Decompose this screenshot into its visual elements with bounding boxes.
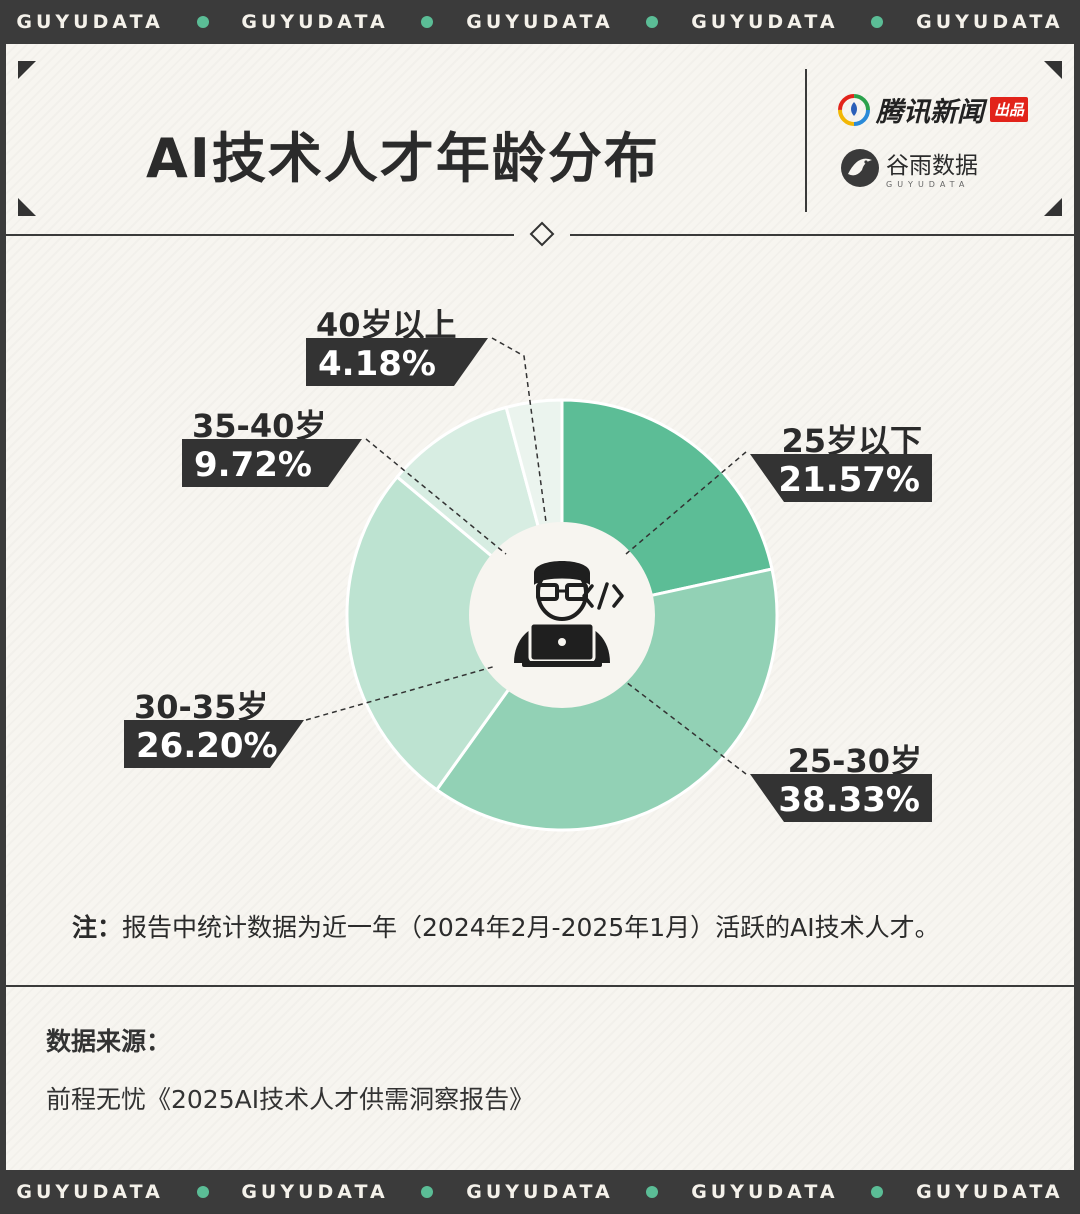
section-divider-left bbox=[6, 234, 514, 236]
band-text: GUYUDATA bbox=[916, 1181, 1064, 1203]
band-dot bbox=[871, 1186, 884, 1198]
guyu-brand: 谷雨数据 GUYUDATA bbox=[840, 146, 978, 189]
band-text: GUYUDATA bbox=[466, 11, 614, 33]
note-text: 注：报告中统计数据为近一年（2024年2月-2025年1月）活跃的AI技术人才。 bbox=[72, 908, 940, 944]
slice-category-label: 35-40岁 bbox=[192, 407, 326, 445]
band-text: GUYUDATA bbox=[466, 1181, 614, 1203]
corner-mark-bl bbox=[18, 198, 36, 216]
source-label: 数据来源： bbox=[46, 1027, 172, 1056]
slice-value-label: 26.20% bbox=[136, 726, 278, 766]
band-dot bbox=[871, 16, 884, 28]
code-icon bbox=[582, 582, 624, 610]
band-text: GUYUDATA bbox=[16, 11, 164, 33]
band-dot bbox=[646, 16, 659, 28]
guyu-name: 谷雨数据 bbox=[886, 153, 978, 179]
value-label-box bbox=[306, 338, 488, 386]
diamond-icon bbox=[529, 221, 555, 247]
section-divider-right bbox=[570, 234, 1074, 236]
slice-group bbox=[345, 398, 779, 832]
band-text: GUYUDATA bbox=[241, 11, 389, 33]
band-dot bbox=[646, 1186, 659, 1198]
slice-category-label: 30-35岁 bbox=[134, 688, 268, 726]
note-body: 报告中统计数据为近一年（2024年2月-2025年1月）活跃的AI技术人才。 bbox=[122, 913, 940, 942]
band-dot bbox=[196, 16, 209, 28]
band-text: GUYUDATA bbox=[241, 1181, 389, 1203]
band-dot bbox=[196, 1186, 209, 1198]
slice-category-label: 25岁以下 bbox=[781, 422, 922, 460]
value-label-box bbox=[750, 774, 932, 822]
note-prefix: 注： bbox=[72, 913, 123, 942]
tencent-badge: 出品 bbox=[990, 97, 1029, 122]
decor-layer bbox=[18, 61, 1062, 247]
slice-value-label: 21.57% bbox=[778, 460, 920, 500]
corner-mark-tl bbox=[18, 61, 36, 79]
tencent-logo-icon bbox=[838, 93, 870, 126]
leader-line bbox=[365, 438, 507, 555]
band-dot bbox=[421, 1186, 434, 1198]
leader-line bbox=[305, 665, 497, 721]
value-label-box bbox=[124, 720, 304, 768]
bottom-band: GUYUDATA GUYUDATA GUYUDATA GUYUDATA GUYU… bbox=[0, 1170, 1080, 1214]
band-text: GUYUDATA bbox=[691, 1181, 839, 1203]
source-divider bbox=[6, 985, 1074, 987]
donut-slice bbox=[345, 474, 565, 792]
slice-category-label: 40岁以上 bbox=[316, 306, 457, 344]
donut-slice bbox=[434, 567, 779, 832]
guyu-sub: GUYUDATA bbox=[886, 180, 970, 189]
value-label-box bbox=[750, 454, 932, 502]
top-band: GUYUDATA GUYUDATA GUYUDATA GUYUDATA GUYU… bbox=[0, 0, 1080, 44]
leader-line bbox=[491, 337, 547, 523]
guyu-logo-icon bbox=[841, 148, 879, 187]
band-text: GUYUDATA bbox=[916, 11, 1064, 33]
programmer-icon bbox=[514, 561, 610, 667]
band-text: GUYUDATA bbox=[691, 11, 839, 33]
value-label-box bbox=[182, 439, 362, 487]
corner-mark-br bbox=[1044, 198, 1062, 216]
slice-value-label: 9.72% bbox=[194, 445, 312, 485]
band-text: GUYUDATA bbox=[16, 1181, 164, 1203]
source-text: 前程无忧《2025AI技术人才供需洞察报告》 bbox=[46, 1085, 535, 1114]
leader-line bbox=[625, 681, 747, 775]
slice-value-label: 38.33% bbox=[778, 780, 920, 820]
slice-category-label: 25-30岁 bbox=[788, 742, 922, 780]
tencent-brand: 腾讯新闻 出品 bbox=[838, 90, 1029, 129]
corner-mark-tr bbox=[1044, 61, 1062, 79]
slice-value-label: 4.18% bbox=[318, 344, 436, 384]
header-divider bbox=[805, 69, 807, 212]
tencent-name: 腾讯新闻 bbox=[876, 97, 984, 128]
content-card: AI技术人才年龄分布 腾讯新闻 出品 谷雨数据 GUYUDATA bbox=[6, 44, 1074, 1170]
page-title: AI技术人才年龄分布 bbox=[146, 127, 660, 190]
band-dot bbox=[421, 16, 434, 28]
